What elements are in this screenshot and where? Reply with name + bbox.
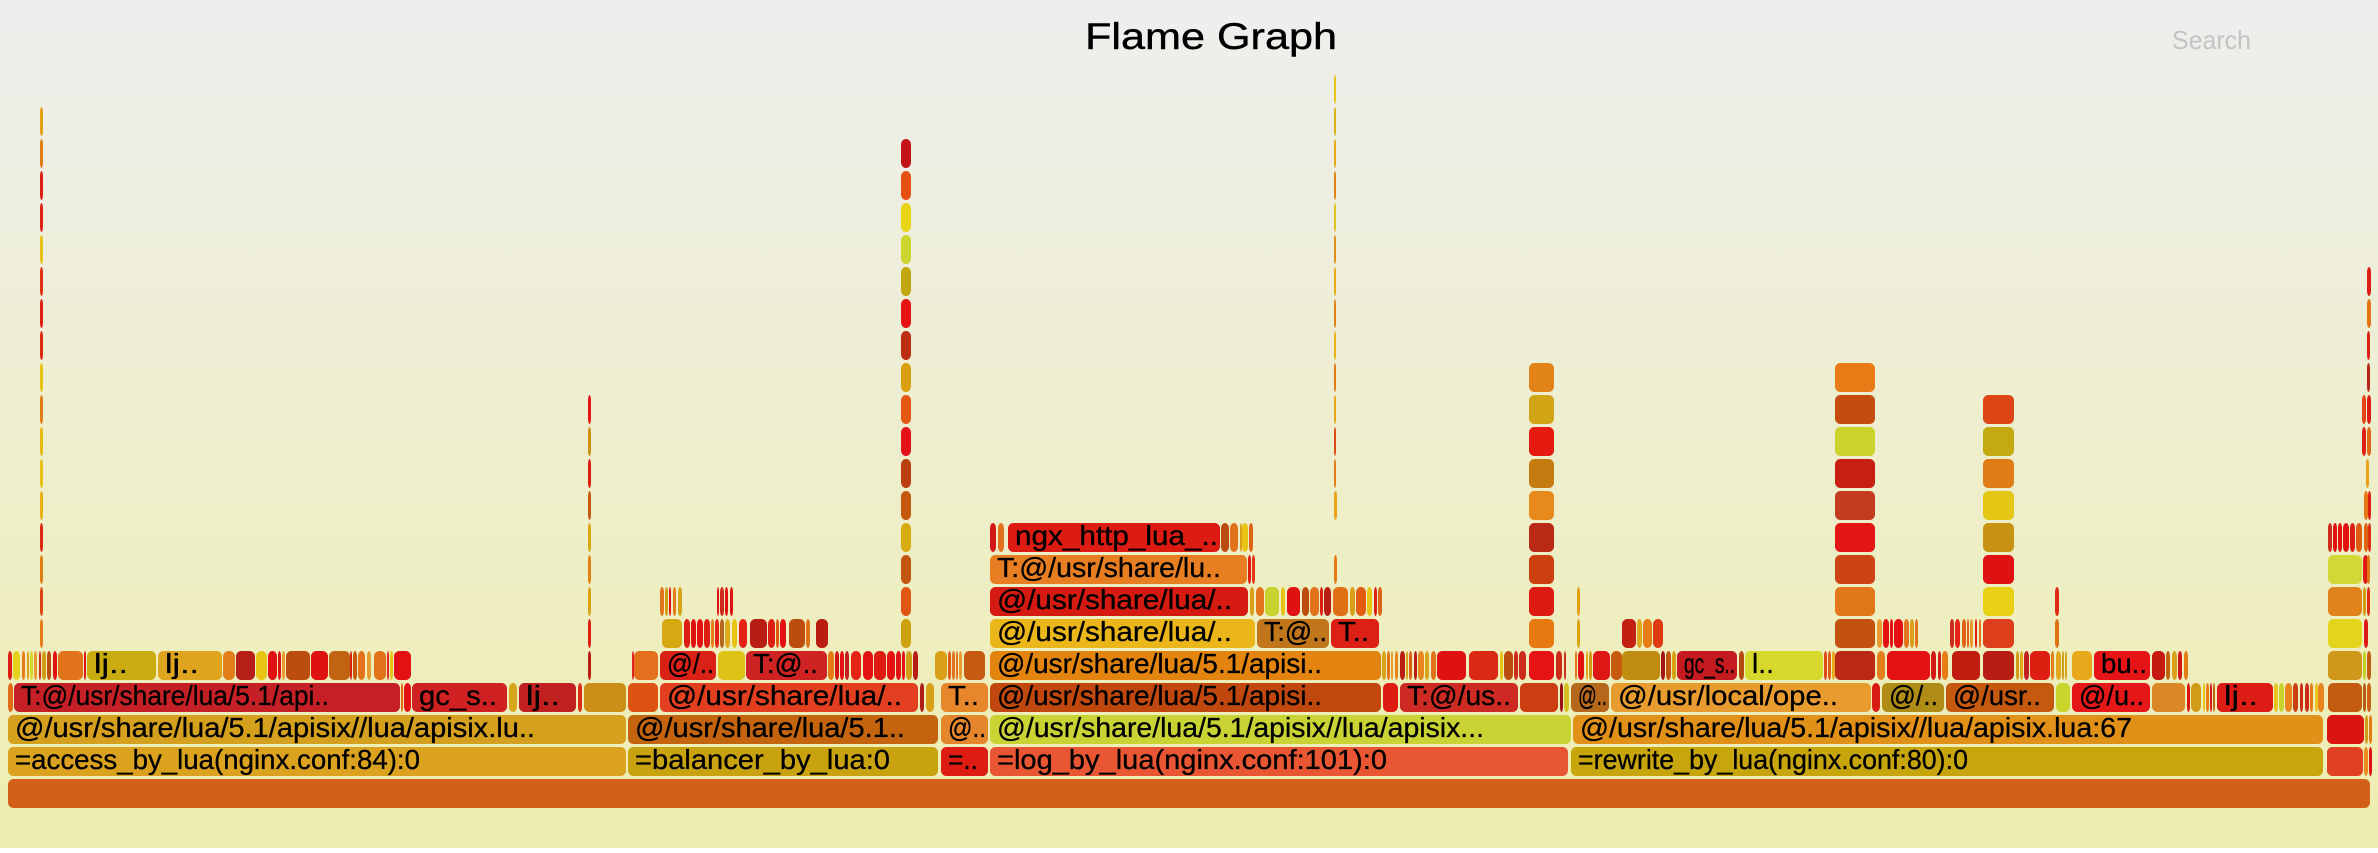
svg-text:T:@..: T:@.. (1264, 616, 1327, 647)
svg-text:T..: T.. (1338, 616, 1369, 647)
svg-text:@/..: @/.. (667, 648, 714, 679)
svg-text:=log_by_lua(nginx.conf:101):0: =log_by_lua(nginx.conf:101):0 (997, 744, 1387, 775)
svg-text:@/usr/share/lua/5.1..: @/usr/share/lua/5.1.. (635, 712, 905, 743)
svg-text:@/usr/share/lua/5.1/apisi..: @/usr/share/lua/5.1/apisi.. (997, 648, 1322, 679)
svg-text:=balancer_by_lua:0: =balancer_by_lua:0 (635, 744, 890, 775)
svg-text:lj..: lj.. (165, 648, 199, 679)
svg-text:@/usr/share/lua/5.1/apisix//lu: @/usr/share/lua/5.1/apisix//lua/apisix.l… (1580, 712, 2132, 743)
svg-text:@/usr..: @/usr.. (1953, 680, 2041, 711)
svg-text:@/usr/share/lua/..: @/usr/share/lua/.. (667, 680, 902, 711)
svg-text:@/usr/share/lua/..: @/usr/share/lua/.. (997, 584, 1232, 615)
svg-text:=..: =.. (948, 744, 978, 775)
svg-text:T:@/us..: T:@/us.. (1407, 680, 1511, 711)
svg-text:gc_s..: gc_s.. (1684, 648, 1735, 679)
svg-text:@/usr/local/ope..: @/usr/local/ope.. (1618, 680, 1838, 711)
svg-text:@/usr/share/lua/5.1/apisix//lu: @/usr/share/lua/5.1/apisix//lua/apisix.l… (15, 712, 535, 743)
svg-text:@/usr/share/lua/..: @/usr/share/lua/.. (997, 616, 1232, 647)
svg-text:T:@/usr/share/lu..: T:@/usr/share/lu.. (997, 552, 1221, 583)
svg-text:T:@/usr/share/lua/5.1/api..: T:@/usr/share/lua/5.1/api.. (21, 680, 329, 711)
svg-text:gc_s..: gc_s.. (419, 680, 497, 711)
svg-text:lj..: lj.. (526, 680, 560, 711)
svg-text:Search: Search (2172, 25, 2251, 55)
svg-text:ngx_http_lua_..: ngx_http_lua_.. (1015, 520, 1218, 551)
svg-text:lj..: lj.. (2224, 680, 2258, 711)
svg-text:Flame Graph: Flame Graph (1085, 16, 1337, 57)
svg-text:@/usr/share/lua/5.1/apisi..: @/usr/share/lua/5.1/apisi.. (997, 680, 1322, 711)
svg-text:@/..: @/.. (1889, 680, 1938, 711)
svg-text:@/usr/share/lua/5.1/apisix//lu: @/usr/share/lua/5.1/apisix//lua/apisix..… (997, 712, 1484, 743)
svg-text:@..: @.. (1578, 680, 1607, 711)
svg-text:bu..: bu.. (2101, 648, 2147, 679)
svg-text:@..: @.. (948, 712, 986, 743)
svg-text:T..: T.. (948, 680, 979, 711)
svg-text:@/u..: @/u.. (2079, 680, 2144, 711)
svg-text:=rewrite_by_lua(nginx.conf:80): =rewrite_by_lua(nginx.conf:80):0 (1578, 744, 1968, 775)
svg-text:=access_by_lua(nginx.conf:84):: =access_by_lua(nginx.conf:84):0 (15, 744, 420, 775)
svg-text:lj..: lj.. (94, 648, 128, 679)
svg-text:l..: l.. (1752, 648, 1774, 679)
svg-text:T:@..: T:@.. (753, 648, 818, 679)
